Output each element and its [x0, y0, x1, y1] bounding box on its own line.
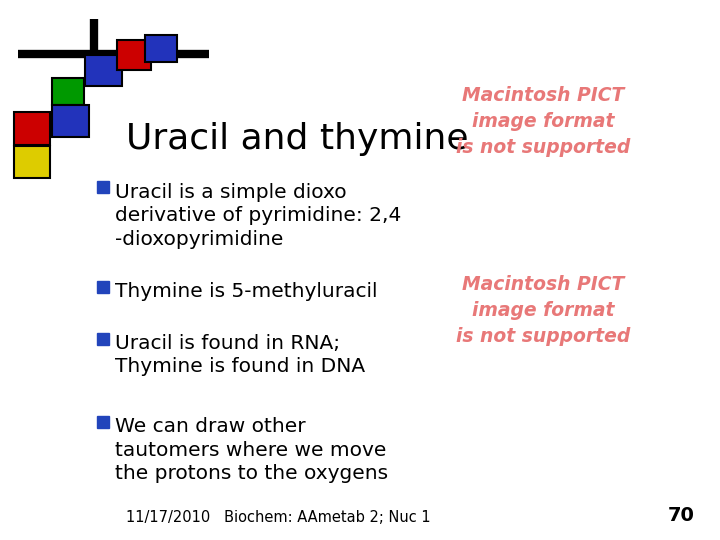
Text: Macintosh PICT
image format
is not supported: Macintosh PICT image format is not suppo…	[456, 275, 631, 346]
Bar	[52, 78, 84, 105]
Bar	[52, 105, 89, 137]
Text: Thymine is 5-methyluracil: Thymine is 5-methyluracil	[115, 282, 378, 301]
Text: Macintosh PICT
image format
is not supported: Macintosh PICT image format is not suppo…	[456, 86, 631, 157]
Text: 11/17/2010   Biochem: AAmetab 2; Nuc 1: 11/17/2010 Biochem: AAmetab 2; Nuc 1	[126, 510, 431, 525]
Bar	[97, 281, 109, 293]
Text: Uracil is found in RNA;
Thymine is found in DNA: Uracil is found in RNA; Thymine is found…	[115, 334, 365, 376]
Bar	[117, 40, 151, 70]
Text: Uracil is a simple dioxo
derivative of pyrimidine: 2,4
-dioxopyrimidine: Uracil is a simple dioxo derivative of p…	[115, 183, 402, 248]
Bar	[85, 55, 122, 86]
Bar	[145, 35, 177, 62]
Bar	[14, 146, 50, 178]
Text: Uracil and thymine: Uracil and thymine	[126, 122, 469, 156]
Bar	[14, 112, 50, 145]
Bar	[97, 181, 109, 193]
Bar	[97, 333, 109, 345]
Text: 70: 70	[668, 506, 695, 525]
Bar	[97, 416, 109, 428]
Text: We can draw other
tautomers where we move
the protons to the oxygens: We can draw other tautomers where we mov…	[115, 417, 388, 483]
